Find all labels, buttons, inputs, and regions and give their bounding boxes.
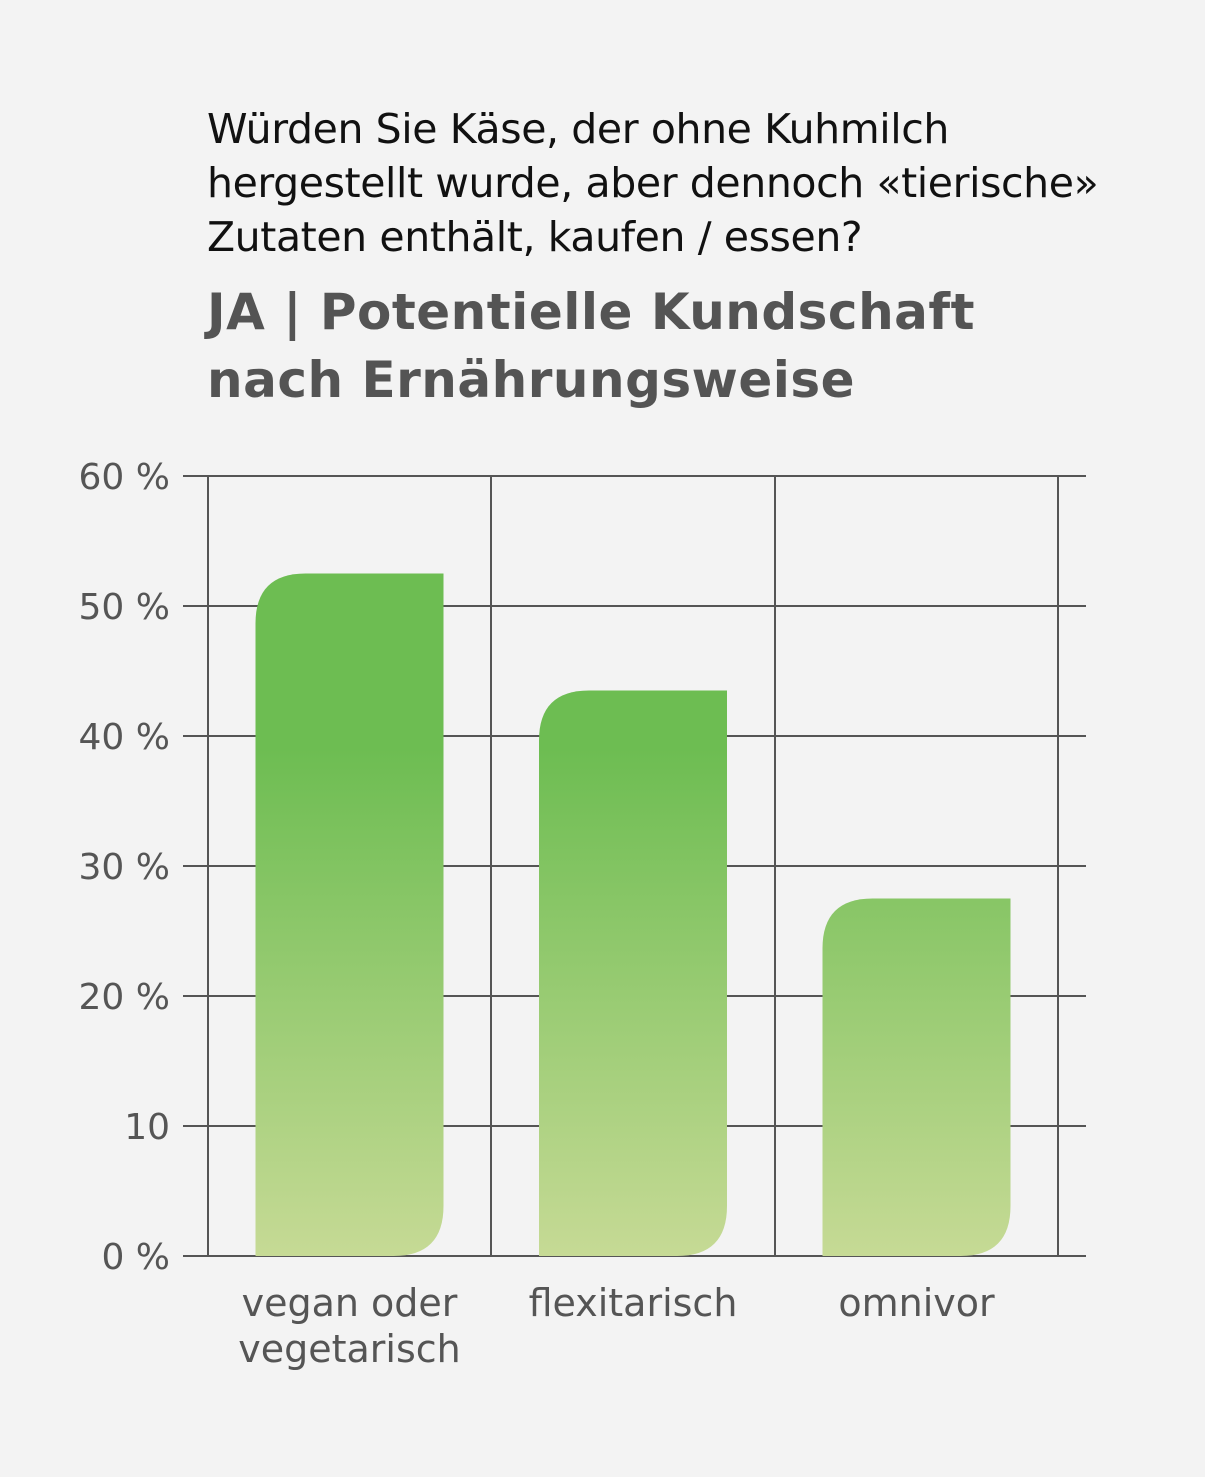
x-axis-category-labels: vegan oder vegetarisch flexitarisch omnivor <box>238 1281 995 1371</box>
bar <box>822 898 1011 1256</box>
y-tick-label: 0 % <box>101 1237 170 1278</box>
y-tick-label: 40 % <box>79 717 170 758</box>
question-text: Würden Sie Käse, der ohne Kuhmilch herge… <box>207 105 1099 261</box>
chart-title: JA | Potentielle Kundschaft nach Ernähru… <box>207 283 976 409</box>
x-category-label: flexitarisch <box>529 1281 738 1325</box>
bars <box>255 573 1011 1256</box>
y-tick-label: 60 % <box>79 457 170 498</box>
bar <box>255 573 444 1256</box>
y-tick-label: 50 % <box>79 587 170 628</box>
x-category-label: vegan oder vegetarisch <box>238 1281 461 1371</box>
x-category-label: omnivor <box>838 1281 995 1325</box>
y-tick-label: 20 % <box>79 977 170 1018</box>
y-axis-tick-labels: 0 % 10 20 % 30 % 40 % 50 % 60 % <box>79 457 170 1278</box>
bar <box>539 690 727 1256</box>
y-tick-label: 10 <box>124 1107 170 1148</box>
y-tick-label: 30 % <box>79 847 170 888</box>
